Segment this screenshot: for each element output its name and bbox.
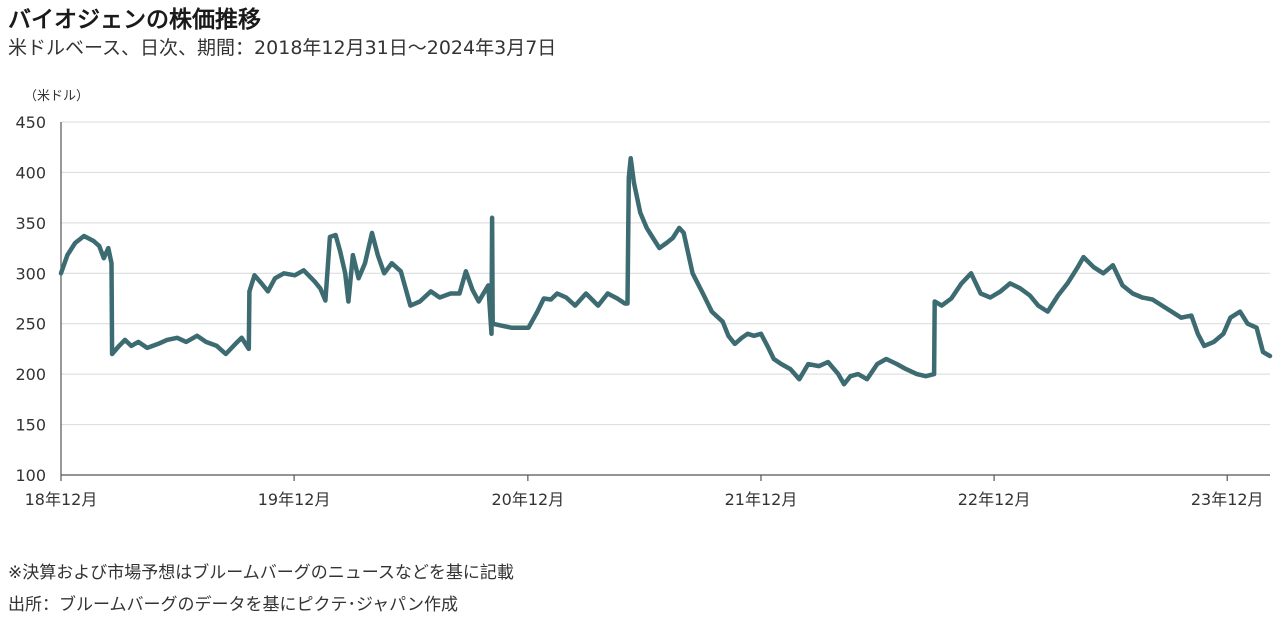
- y-tick-label-250: 250: [15, 315, 46, 334]
- y-tick-label-450: 450: [15, 113, 46, 132]
- gridlines: [61, 121, 1270, 426]
- series-layer: [58, 156, 1273, 387]
- y-tick-label-150: 150: [15, 416, 46, 435]
- y-tick-label-350: 350: [15, 214, 46, 233]
- y-tick-label-100: 100: [15, 466, 46, 485]
- source-note: 出所：ブルームバーグのデータを基にピクテ･ジャパン作成: [8, 595, 458, 615]
- axes: [60, 122, 1270, 476]
- chart-subtitle: 米ドルベース、日次、期間：2018年12月31日～2024年3月7日: [8, 37, 557, 59]
- y-tick-label-300: 300: [15, 264, 46, 283]
- y-axis-ticks: 100 150 200 250 300 350 400 450: [15, 113, 46, 485]
- x-tick-label-0: 18年12月: [25, 490, 98, 509]
- x-axis-ticks: 18年12月 19年12月 20年12月 21年12月 22年12月 23年12月: [25, 475, 1264, 509]
- y-tick-label-400: 400: [15, 163, 46, 182]
- y-axis-unit-label: （米ドル）: [24, 89, 89, 104]
- chart-title: バイオジェンの株価推移: [8, 7, 261, 33]
- x-tick-label-1: 19年12月: [258, 490, 331, 509]
- x-tick-label-2: 20年12月: [491, 490, 564, 509]
- x-tick-label-4: 22年12月: [958, 490, 1031, 509]
- footnote: ※決算および市場予想はブルームバーグのニュースなどを基に記載: [8, 563, 514, 583]
- x-tick-label-5: 23年12月: [1191, 490, 1264, 509]
- x-tick-label-3: 21年12月: [725, 490, 798, 509]
- series-line-0: [58, 156, 1273, 387]
- y-tick-label-200: 200: [15, 365, 46, 384]
